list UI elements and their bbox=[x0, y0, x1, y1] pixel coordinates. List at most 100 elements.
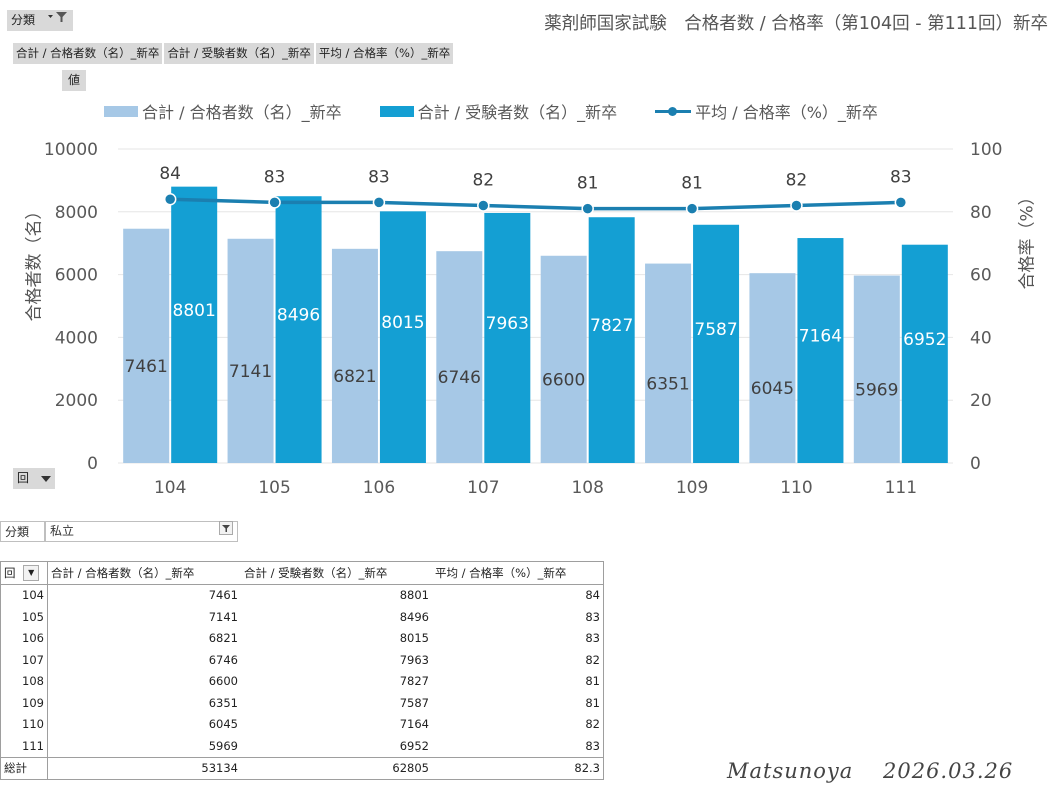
pivot-header-row: 回 ▼ 合計 / 合格者数（名）_新卒 合計 / 受験者数（名）_新卒 平均 /… bbox=[0, 561, 604, 585]
row-rate: 82 bbox=[432, 649, 604, 671]
data-label-rate: 83 bbox=[264, 167, 286, 187]
x-axis-tick: 104 bbox=[154, 478, 186, 498]
table-row: 108 6600 7827 81 bbox=[0, 670, 604, 692]
dropdown-arrow-icon[interactable]: ▼ bbox=[23, 565, 40, 581]
bar-examinees bbox=[901, 244, 948, 463]
row-round: 106 bbox=[0, 627, 48, 649]
report-filter-value-text: 私立 bbox=[50, 524, 75, 538]
bar-examinees bbox=[797, 238, 844, 463]
row-passers: 5969 bbox=[208, 738, 238, 753]
pivot-header-round-label: 回 bbox=[4, 565, 16, 580]
row-passers: 6600 bbox=[208, 674, 238, 689]
line-rate bbox=[170, 197, 901, 211]
point-rate bbox=[268, 196, 281, 209]
data-label-examinees: 7963 bbox=[486, 314, 529, 334]
data-label-passers: 7461 bbox=[125, 357, 168, 377]
legend-item-passers: 合計 / 合格者数（名）_新卒 bbox=[104, 99, 342, 123]
report-filter-value[interactable]: 私立 bbox=[45, 521, 238, 542]
y-axis-right-tick: 80 bbox=[970, 203, 992, 223]
row-rate: 81 bbox=[432, 692, 604, 714]
bar-examinees bbox=[379, 211, 426, 463]
row-round: 109 bbox=[0, 692, 48, 714]
row-passers: 7461 bbox=[208, 588, 238, 603]
value-field-passers[interactable]: 合計 / 合格者数（名）_新卒 bbox=[13, 43, 163, 64]
y-axis-left-tick: 10000 bbox=[44, 140, 98, 160]
bar-examinees bbox=[588, 217, 635, 463]
row-rate: 84 bbox=[432, 584, 604, 606]
axis-field-label: 回 bbox=[17, 471, 30, 485]
table-row: 109 6351 7587 81 bbox=[0, 692, 604, 714]
table-row: 106 6821 8015 83 bbox=[0, 627, 604, 649]
data-label-passers: 6045 bbox=[751, 379, 794, 399]
legend-item-rate: 平均 / 合格率（%）_新卒 bbox=[655, 99, 878, 123]
legend-swatch-rate bbox=[655, 106, 692, 117]
point-rate bbox=[790, 199, 803, 212]
row-passers: 6821 bbox=[208, 631, 238, 646]
filter-icon[interactable] bbox=[219, 521, 233, 542]
data-label-passers: 6746 bbox=[438, 368, 481, 388]
bar-examinees bbox=[171, 186, 218, 463]
values-field-button[interactable]: 値 bbox=[62, 70, 86, 91]
row-examinees: 8015 bbox=[399, 631, 429, 646]
dropdown-arrow-icon bbox=[41, 468, 51, 489]
axis-field-button[interactable]: 回 bbox=[13, 468, 55, 489]
row-rate: 83 bbox=[432, 735, 604, 757]
y-axis-right-tick: 20 bbox=[970, 391, 992, 411]
data-label-examinees: 8801 bbox=[173, 301, 216, 321]
y-axis-right-tick: 0 bbox=[970, 454, 981, 474]
data-label-examinees: 8015 bbox=[381, 313, 424, 333]
point-rate bbox=[163, 192, 177, 206]
y-axis-left-tick: 4000 bbox=[55, 328, 98, 348]
total-passers: 53134 bbox=[47, 756, 241, 780]
chart-legend: 合計 / 合格者数（名）_新卒 合計 / 受験者数（名）_新卒 平均 / 合格率… bbox=[104, 99, 916, 123]
row-round: 104 bbox=[0, 584, 48, 606]
legend-label-passers: 合計 / 合格者数（名）_新卒 bbox=[142, 103, 342, 122]
legend-swatch-examinees bbox=[379, 105, 414, 117]
row-passers: 7141 bbox=[208, 609, 238, 624]
pivot-header-passers: 合計 / 合格者数（名）_新卒 bbox=[47, 561, 241, 585]
value-field-strip: 合計 / 合格者数（名）_新卒 合計 / 受験者数（名）_新卒 平均 / 合格率… bbox=[13, 43, 454, 64]
data-label-rate: 81 bbox=[681, 174, 703, 194]
row-passers: 6351 bbox=[208, 695, 238, 710]
row-passers: 6746 bbox=[208, 652, 238, 667]
total-rate: 82.3 bbox=[432, 756, 604, 780]
x-axis-tick: 106 bbox=[363, 478, 395, 498]
row-examinees: 8496 bbox=[399, 609, 429, 624]
filter-dropdown-icon bbox=[47, 10, 69, 31]
row-examinees: 7827 bbox=[399, 674, 429, 689]
x-axis-tick: 111 bbox=[885, 478, 917, 498]
report-filter: 分類 私立 bbox=[0, 521, 238, 542]
y-axis-right-tick: 60 bbox=[970, 266, 992, 286]
legend-item-examinees: 合計 / 受験者数（名）_新卒 bbox=[379, 99, 617, 123]
row-examinees: 7587 bbox=[399, 695, 429, 710]
pivot-header-round[interactable]: 回 ▼ bbox=[0, 561, 48, 585]
row-rate: 83 bbox=[432, 627, 604, 649]
bar-examinees bbox=[693, 224, 740, 463]
point-rate bbox=[477, 199, 490, 212]
bar-passers bbox=[853, 275, 900, 463]
data-label-rate: 83 bbox=[890, 167, 912, 187]
y-axis-right-tick: 40 bbox=[970, 328, 992, 348]
y-axis-right-tick: 100 bbox=[970, 140, 1002, 160]
x-axis-tick: 109 bbox=[676, 478, 708, 498]
row-round: 111 bbox=[0, 735, 48, 757]
chart-title: 薬剤師国家試験 合格者数 / 合格率（第104回 - 第111回）新卒 bbox=[544, 14, 1048, 34]
bar-passers bbox=[749, 273, 796, 463]
pivot-table: 回 ▼ 合計 / 合格者数（名）_新卒 合計 / 受験者数（名）_新卒 平均 /… bbox=[0, 561, 604, 780]
chart-plot: 0 0 2000 20 4000 40 6000 60 8000 80 10000 100 7461 88… bbox=[44, 140, 1003, 498]
value-field-rate[interactable]: 平均 / 合格率（%）_新卒 bbox=[315, 43, 454, 64]
row-round: 107 bbox=[0, 649, 48, 671]
table-row: 105 7141 8496 83 bbox=[0, 606, 604, 628]
data-label-examinees: 8496 bbox=[277, 306, 320, 326]
data-label-rate: 84 bbox=[159, 164, 181, 184]
value-field-examinees[interactable]: 合計 / 受験者数（名）_新卒 bbox=[164, 43, 314, 64]
row-rate: 81 bbox=[432, 670, 604, 692]
filter-field-button[interactable]: 分類 bbox=[7, 10, 73, 31]
bar-examinees bbox=[484, 212, 531, 463]
data-label-rate: 82 bbox=[786, 171, 808, 191]
row-examinees: 6952 bbox=[399, 738, 429, 753]
data-label-examinees: 7587 bbox=[694, 320, 737, 340]
signature: Matsunoya 2026.03.26 bbox=[727, 759, 1014, 783]
bar-passers bbox=[645, 263, 692, 463]
point-rate bbox=[372, 196, 386, 209]
